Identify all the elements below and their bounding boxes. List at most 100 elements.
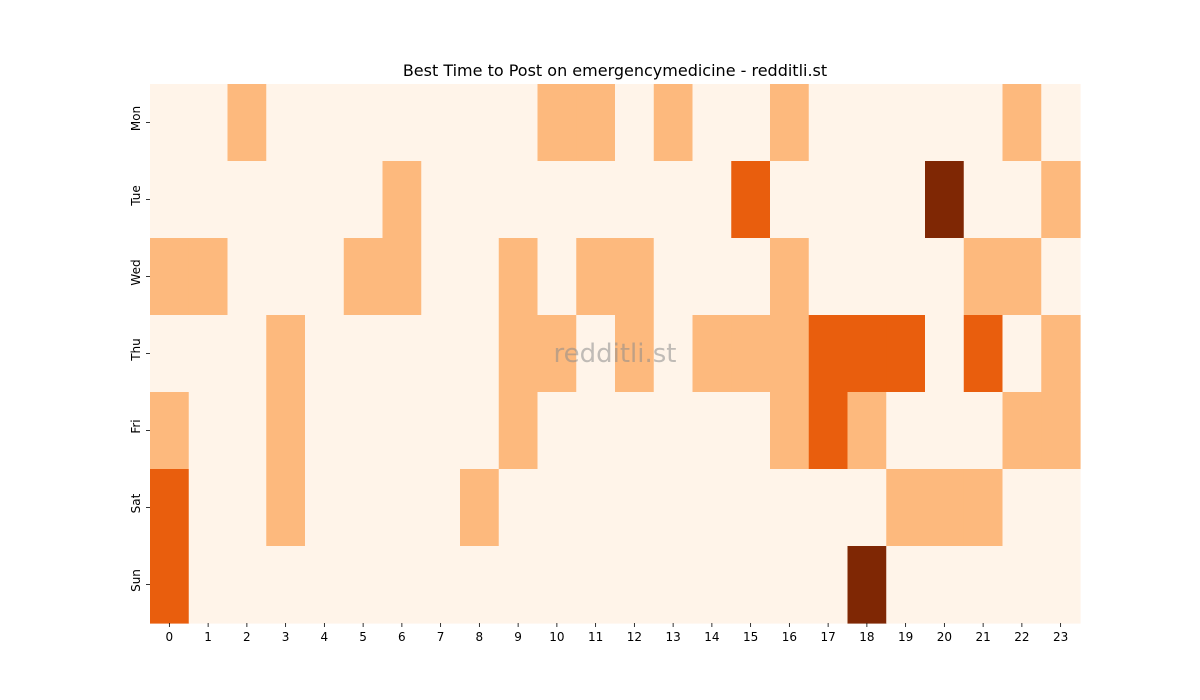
heatmap-cell-thu-12 — [615, 315, 655, 393]
heatmap-cell-thu-20 — [925, 315, 965, 393]
x-tick-label: 19 — [898, 630, 913, 644]
heatmap-cell-mon-2 — [227, 84, 267, 162]
heatmap-cell-thu-13 — [653, 315, 694, 393]
heatmap-cell-sat-10 — [537, 469, 577, 547]
heatmap-cell-tue-0 — [150, 161, 190, 239]
heatmap-cell-fri-17 — [808, 392, 849, 470]
heatmap-cell-thu-9 — [498, 315, 539, 393]
heatmap-cell-thu-1 — [188, 315, 229, 393]
heatmap-cell-wed-8 — [460, 238, 500, 316]
heatmap-cell-mon-12 — [615, 84, 655, 162]
heatmap-cell-wed-9 — [498, 238, 539, 316]
heatmap-cell-thu-16 — [770, 315, 810, 393]
heatmap-cell-fri-21 — [963, 392, 1004, 470]
heatmap-cell-tue-11 — [576, 161, 616, 239]
heatmap-cell-wed-1 — [188, 238, 229, 316]
heatmap-cell-tue-22 — [1002, 161, 1042, 239]
x-tick-label: 6 — [398, 630, 406, 644]
x-tick-label: 21 — [975, 630, 990, 644]
watermark: redditli.st — [554, 339, 677, 369]
heatmap-cell-thu-7 — [421, 315, 461, 393]
heatmap-cell-sat-7 — [421, 469, 461, 547]
chart-title: Best Time to Post on emergencymedicine -… — [403, 61, 827, 80]
heatmap-cell-sat-11 — [576, 469, 616, 547]
heatmap-cell-tue-17 — [808, 161, 849, 239]
heatmap-cell-wed-22 — [1002, 238, 1042, 316]
heatmap-cell-sat-0 — [150, 469, 190, 547]
x-tick-label: 7 — [437, 630, 445, 644]
heatmap-cell-fri-14 — [692, 392, 732, 470]
heatmap-cell-tue-20 — [925, 161, 965, 239]
heatmap-cell-sat-17 — [808, 469, 849, 547]
heatmap-cell-mon-6 — [382, 84, 422, 162]
heatmap-cell-tue-21 — [963, 161, 1004, 239]
heatmap-cell-fri-5 — [343, 392, 384, 470]
heatmap-cell-sat-21 — [963, 469, 1004, 547]
heatmap-cell-fri-22 — [1002, 392, 1042, 470]
heatmap-cell-tue-15 — [731, 161, 771, 239]
heatmap-cell-tue-14 — [692, 161, 732, 239]
heatmap-cell-fri-18 — [847, 392, 887, 470]
heatmap-cell-mon-19 — [886, 84, 926, 162]
heatmap-cell-wed-12 — [615, 238, 655, 316]
heatmap-cell-sun-15 — [731, 546, 771, 624]
heatmap-cell-sat-19 — [886, 469, 926, 547]
heatmap-cell-thu-18 — [847, 315, 887, 393]
heatmap-cell-thu-10 — [537, 315, 577, 393]
heatmap-cell-sat-12 — [615, 469, 655, 547]
heatmap-cell-mon-5 — [343, 84, 384, 162]
heatmap-cell-sun-1 — [188, 546, 229, 624]
y-tick-label: Thu — [129, 338, 143, 362]
heatmap-cell-sun-7 — [421, 546, 461, 624]
heatmap-cell-thu-21 — [963, 315, 1004, 393]
heatmap-cell-sun-20 — [925, 546, 965, 624]
heatmap-cell-wed-14 — [692, 238, 732, 316]
x-tick-label: 20 — [937, 630, 952, 644]
x-axis: 0 1 2 3 4 5 6 7 8 9 10 11 12 13 14 15 16 17 18 19 20 21 22 23 — [166, 623, 1068, 644]
heatmap-cell-mon-20 — [925, 84, 965, 162]
x-tick-label: 2 — [243, 630, 251, 644]
heatmap-cell-tue-1 — [188, 161, 229, 239]
heatmap-cell-wed-11 — [576, 238, 616, 316]
x-tick-label: 15 — [743, 630, 758, 644]
heatmap-cell-sun-9 — [498, 546, 539, 624]
heatmap-cell-sun-13 — [653, 546, 694, 624]
heatmap-cell-fri-16 — [770, 392, 810, 470]
heatmap-cell-fri-10 — [537, 392, 577, 470]
y-axis: Mon Tue Wed Thu Fri Sat Sun — [129, 106, 150, 592]
x-tick-label: 23 — [1053, 630, 1068, 644]
heatmap-cell-mon-9 — [498, 84, 539, 162]
heatmap-cell-sun-16 — [770, 546, 810, 624]
x-tick-label: 8 — [476, 630, 484, 644]
x-tick-label: 0 — [166, 630, 174, 644]
heatmap-cell-wed-10 — [537, 238, 577, 316]
heatmap-cell-fri-3 — [266, 392, 306, 470]
x-tick-label: 22 — [1014, 630, 1029, 644]
heatmap-cell-tue-3 — [266, 161, 306, 239]
heatmap-cell-sun-17 — [808, 546, 849, 624]
y-tick-label: Sat — [129, 493, 143, 513]
heatmap-cell-fri-8 — [460, 392, 500, 470]
heatmap-cell-wed-2 — [227, 238, 267, 316]
heatmap-cell-mon-7 — [421, 84, 461, 162]
heatmap-cell-mon-3 — [266, 84, 306, 162]
heatmap-cell-thu-4 — [305, 315, 345, 393]
x-tick-label: 13 — [665, 630, 680, 644]
heatmap-cell-thu-5 — [343, 315, 384, 393]
heatmap-cell-mon-0 — [150, 84, 190, 162]
heatmap-cell-sat-8 — [460, 469, 500, 547]
heatmap-cell-tue-7 — [421, 161, 461, 239]
x-tick-label: 10 — [549, 630, 564, 644]
heatmap-cell-mon-15 — [731, 84, 771, 162]
heatmap-cell-sat-15 — [731, 469, 771, 547]
heatmap-cell-sat-23 — [1041, 469, 1081, 547]
y-tick-label: Sun — [129, 569, 143, 592]
heatmap-cells — [150, 84, 1081, 624]
heatmap-cell-fri-19 — [886, 392, 926, 470]
heatmap-cell-fri-11 — [576, 392, 616, 470]
heatmap-cell-fri-1 — [188, 392, 229, 470]
heatmap-cell-wed-3 — [266, 238, 306, 316]
x-tick-label: 12 — [627, 630, 642, 644]
heatmap-cell-sat-5 — [343, 469, 384, 547]
